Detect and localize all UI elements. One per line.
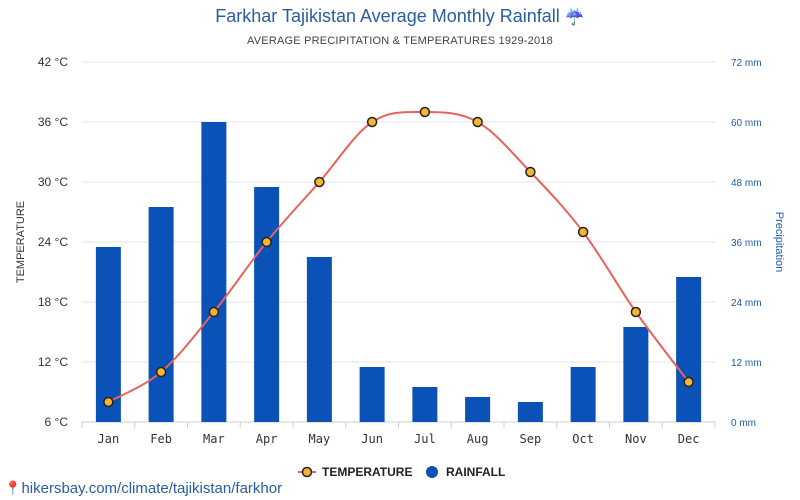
right-tick-label: 48 mm (731, 178, 762, 189)
right-tick-label: 24 mm (731, 298, 762, 309)
left-tick-label: 30 °C (38, 175, 68, 189)
temperature-points (103, 106, 694, 408)
source-link[interactable]: 📍hikersbay.com/climate/tajikistan/farkho… (4, 480, 282, 497)
rainfall-bars (95, 122, 702, 422)
rainfall-bar (201, 122, 227, 422)
umbrella-icon: ☔ (564, 9, 585, 26)
chart-title: Farkhar Tajikistan Average Monthly Rainf… (0, 6, 800, 27)
left-tick-label: 42 °C (38, 55, 68, 69)
left-tick-label: 36 °C (38, 115, 68, 129)
rainfall-bar (95, 247, 121, 422)
map-pin-icon: 📍 (4, 480, 22, 496)
temperature-line (107, 110, 690, 403)
x-tick-label: Jun (361, 432, 383, 446)
temperature-point (314, 176, 325, 188)
x-tick-label: Jan (98, 432, 120, 446)
legend-rainfall-marker (426, 466, 438, 478)
legend-temperature-marker (301, 466, 313, 478)
rainfall-bar (412, 387, 438, 422)
left-axis: 6 °C 12 °C 18 °C 24 °C 30 °C 36 °C 42 °C (38, 55, 68, 429)
grid-lines (82, 61, 715, 423)
temperature-point (208, 306, 220, 318)
temperature-curve (107, 110, 690, 403)
left-tick-label: 12 °C (38, 355, 68, 369)
rainfall-bar (254, 187, 280, 422)
temperature-point (577, 226, 589, 238)
left-tick-label: 18 °C (38, 295, 68, 309)
source-link-text[interactable]: hikersbay.com/climate/tajikistan/farkhor (21, 480, 283, 497)
rainfall-bar (517, 402, 543, 422)
x-tick-label: Apr (256, 432, 278, 446)
x-tick-label: Sep (520, 432, 542, 446)
right-tick-label: 60 mm (731, 118, 762, 129)
temperature-point (472, 116, 483, 128)
x-tick-label: Jul (414, 432, 436, 446)
rainfall-bar (570, 367, 596, 422)
temperature-point (155, 366, 167, 378)
chart-subtitle: AVERAGE PRECIPITATION & TEMPERATURES 192… (247, 35, 553, 47)
temperature-point (630, 306, 642, 318)
right-axis-label: Precipitation (773, 212, 785, 273)
x-tick-label: Feb (150, 432, 172, 446)
chart-title-text: Farkhar Tajikistan Average Monthly Rainf… (215, 6, 560, 26)
x-tick-label: Mar (203, 432, 225, 446)
temperature-point (366, 116, 378, 128)
legend-item-rainfall[interactable]: RAINFALL (426, 465, 505, 479)
x-tick-label: Oct (572, 432, 594, 446)
rainfall-bar (623, 327, 649, 422)
x-axis: Jan Feb Mar Apr May Jun Jul Aug Sep Oct Nov Dec (81, 422, 716, 446)
rainfall-bar (306, 257, 332, 422)
temperature-point (525, 166, 536, 178)
x-tick-label: Nov (625, 432, 647, 446)
temperature-point (261, 236, 272, 248)
right-tick-label: 36 mm (731, 238, 762, 249)
rainfall-bar (359, 367, 385, 422)
chart-legend: TEMPERATURE RAINFALL (298, 465, 505, 479)
right-tick-label: 72 mm (731, 58, 762, 69)
right-tick-label: 0 mm (731, 418, 756, 429)
temperature-point (419, 106, 431, 118)
x-tick-label: Dec (678, 432, 700, 446)
x-tick-label: May (309, 432, 331, 446)
rainfall-bar (465, 397, 491, 422)
legend-rainfall-label: RAINFALL (446, 465, 505, 479)
x-tick-label: Aug (467, 432, 489, 446)
temperature-point (103, 396, 114, 408)
left-tick-label: 24 °C (38, 235, 68, 249)
legend-item-temperature[interactable]: TEMPERATURE (298, 465, 412, 479)
right-tick-label: 12 mm (731, 358, 762, 369)
temperature-point (683, 376, 694, 388)
left-axis-label: TEMPERATURE (15, 201, 27, 283)
rainfall-bar (148, 207, 174, 422)
right-axis: 0 mm 12 mm 24 mm 36 mm 48 mm 60 mm 72 mm (731, 58, 762, 429)
rainfall-bar (676, 277, 702, 422)
legend-temperature-label: TEMPERATURE (322, 465, 412, 479)
left-tick-label: 6 °C (45, 415, 69, 429)
